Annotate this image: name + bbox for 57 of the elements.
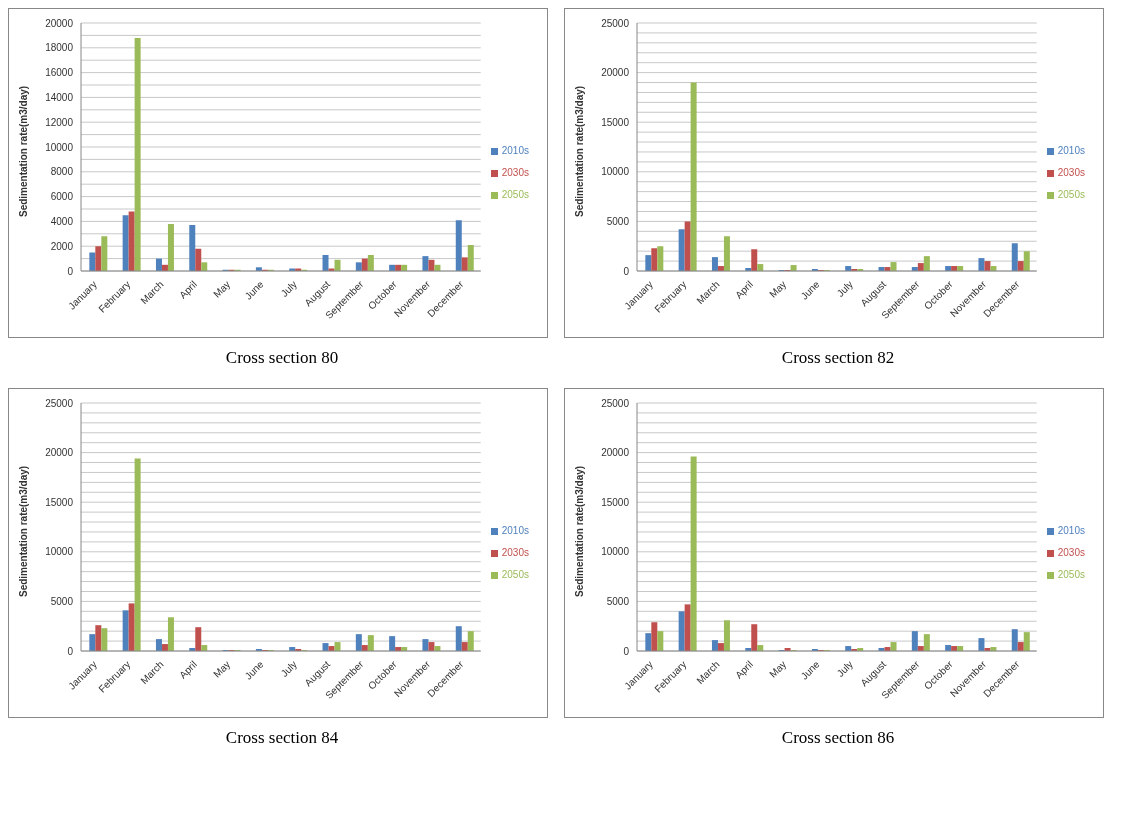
y-tick-label: 10000 (601, 546, 630, 558)
y-axis-title: Sedimentation rate(m3/day) (573, 85, 585, 217)
text: Cross section 84 (224, 728, 340, 748)
y-tick-label: 5000 (606, 215, 630, 227)
y-tick-label: 20000 (45, 447, 74, 459)
y-tick-label: 0 (623, 265, 630, 277)
text: Cross section 82 (780, 348, 896, 368)
y-axis-title: Sedimentation rate(m3/day) (573, 465, 585, 597)
y-tick-label: 4000 (50, 215, 74, 227)
y-tick-label: 20000 (601, 447, 630, 459)
y-tick-label: 8000 (50, 166, 74, 178)
y-tick-label: 15000 (601, 496, 630, 508)
x-tick-label: July (834, 278, 855, 299)
y-tick-label: 25000 (601, 397, 630, 409)
y-tick-label: 25000 (45, 397, 74, 409)
y-tick-label: 5000 (606, 595, 630, 607)
y-tick-label: 15000 (45, 496, 74, 508)
y-tick-label: 12000 (45, 116, 74, 128)
y-axis-title: Sedimentation rate(m3/day) (17, 465, 29, 597)
y-tick-label: 20000 (601, 67, 630, 79)
legend-label: 2030s (1057, 167, 1085, 178)
text: Cross section 86 (780, 728, 896, 748)
y-tick-label: 10000 (45, 546, 74, 558)
y-tick-label: 6000 (50, 191, 74, 203)
x-tick-label: May (767, 658, 789, 680)
y-tick-label: 20000 (45, 17, 74, 29)
y-tick-label: 0 (67, 645, 74, 657)
y-tick-label: 16000 (45, 67, 74, 79)
y-tick-label: 18000 (45, 42, 74, 54)
legend-label: 2050s (501, 569, 529, 580)
x-tick-label: July (278, 278, 299, 299)
y-tick-label: 15000 (601, 116, 630, 128)
y-tick-label: 0 (67, 265, 74, 277)
x-tick-label: July (278, 658, 299, 679)
legend-label: 2010s (1057, 145, 1085, 156)
y-tick-label: 0 (623, 645, 630, 657)
y-tick-label: 5000 (50, 595, 74, 607)
y-tick-label: 10000 (601, 166, 630, 178)
x-tick-label: May (767, 278, 789, 300)
y-tick-label: 10000 (45, 141, 74, 153)
legend-label: 2050s (1057, 569, 1085, 580)
legend-label: 2030s (501, 547, 529, 558)
y-tick-label: 14000 (45, 91, 74, 103)
legend-label: 2030s (501, 167, 529, 178)
x-tick-label: July (834, 658, 855, 679)
y-tick-label: 2000 (50, 240, 74, 252)
legend-label: 2050s (501, 189, 529, 200)
legend-label: 2030s (1057, 547, 1085, 558)
legend-label: 2050s (1057, 189, 1085, 200)
legend-label: 2010s (1057, 525, 1085, 536)
y-tick-label: 25000 (601, 17, 630, 29)
text: Cross section 80 (224, 348, 340, 368)
x-tick-label: May (211, 658, 233, 680)
legend-label: 2010s (501, 525, 529, 536)
y-axis-title: Sedimentation rate(m3/day) (17, 85, 29, 217)
x-tick-label: May (211, 278, 233, 300)
legend-label: 2010s (501, 145, 529, 156)
